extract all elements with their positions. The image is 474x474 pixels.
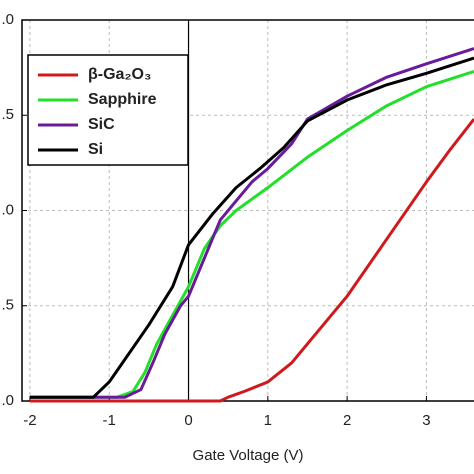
legend-label: β-Ga₂O₃ — [88, 66, 151, 83]
x-tick-label: -1 — [103, 412, 116, 429]
series-line — [29, 47, 474, 399]
y-tick-label: .5 — [1, 106, 14, 123]
legend-box — [27, 54, 189, 166]
x-tick-label: -2 — [23, 412, 36, 429]
legend-label: SiC — [88, 116, 115, 133]
plot-frame — [21, 19, 474, 402]
x-axis-label: Gate Voltage (V) — [193, 447, 304, 464]
series-line — [29, 118, 474, 403]
y-tick-label: .0 — [1, 392, 14, 409]
legend-label: Si — [88, 141, 103, 158]
x-tick-label: 3 — [422, 412, 430, 429]
y-tick-label: .5 — [1, 297, 14, 314]
legend-label: Sapphire — [88, 91, 157, 108]
x-tick-label: 1 — [264, 412, 272, 429]
y-tick-label: .0 — [1, 11, 14, 28]
x-tick-label: 2 — [343, 412, 351, 429]
y-tick-label: .0 — [1, 201, 14, 218]
series-line — [29, 56, 474, 399]
x-tick-label: 0 — [184, 412, 192, 429]
series-line — [29, 70, 474, 399]
